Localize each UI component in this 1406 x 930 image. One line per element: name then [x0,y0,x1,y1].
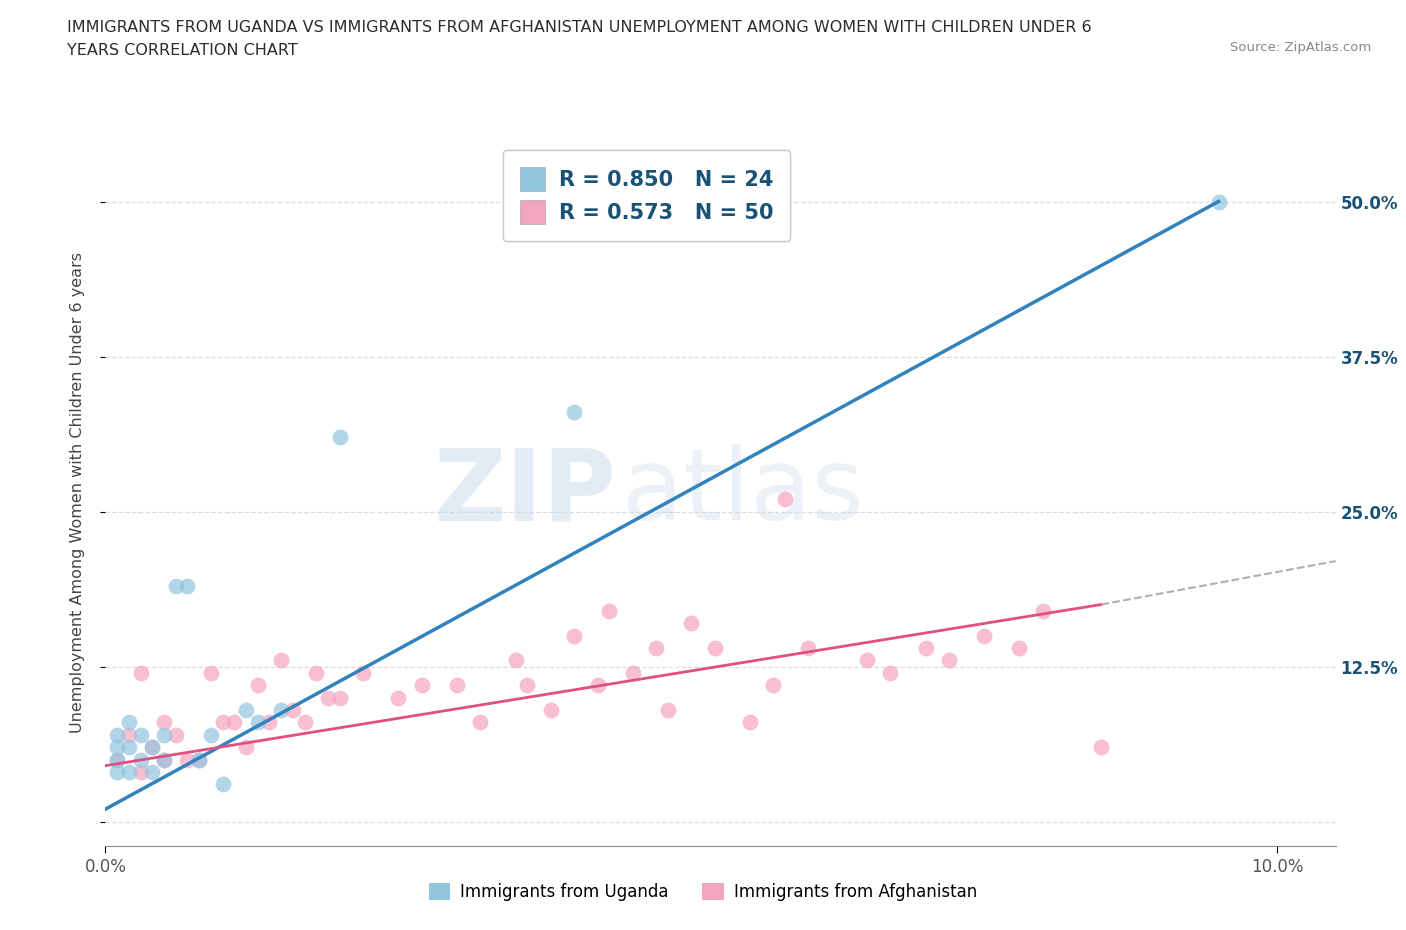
Point [446,678,468,693]
Point [973,628,995,643]
Point [1090,739,1112,754]
Point [657,702,679,717]
Point [118,764,141,779]
Point [246,715,269,730]
Point [505,653,527,668]
Point [118,739,141,754]
Point [703,641,725,656]
Point [200,727,222,742]
Point [129,764,152,779]
Point [129,727,152,742]
Point [294,715,316,730]
Y-axis label: Unemployment Among Women with Children Under 6 years: Unemployment Among Women with Children U… [70,252,84,734]
Point [165,727,187,742]
Point [153,752,176,767]
Point [176,578,198,593]
Point [153,727,176,742]
Text: ZIP: ZIP [433,445,616,541]
Point [762,678,785,693]
Point [411,678,433,693]
Point [305,665,328,680]
Point [387,690,409,705]
Point [153,752,176,767]
Point [211,715,233,730]
Point [129,752,152,767]
Point [1032,604,1054,618]
Point [211,777,233,791]
Point [105,752,128,767]
Point [129,665,152,680]
Point [281,702,304,717]
Point [773,492,796,507]
Point [176,752,198,767]
Point [938,653,960,668]
Point [270,702,292,717]
Point [141,739,163,754]
Point [562,628,585,643]
Point [200,665,222,680]
Point [621,665,644,680]
Point [879,665,901,680]
Point [516,678,538,693]
Point [738,715,761,730]
Point [540,702,562,717]
Point [270,653,292,668]
Point [316,690,339,705]
Point [105,739,128,754]
Point [797,641,820,656]
Point [235,739,257,754]
Point [224,715,246,730]
Legend: Immigrants from Uganda, Immigrants from Afghanistan: Immigrants from Uganda, Immigrants from … [422,876,984,908]
Legend: R = 0.850   N = 24, R = 0.573   N = 50: R = 0.850 N = 24, R = 0.573 N = 50 [503,150,790,241]
Point [141,739,163,754]
Point [1008,641,1031,656]
Point [105,752,128,767]
Point [188,752,211,767]
Point [645,641,668,656]
Point [259,715,281,730]
Point [586,678,609,693]
Point [352,665,374,680]
Point [105,764,128,779]
Point [470,715,492,730]
Point [329,430,352,445]
Point [329,690,352,705]
Point [856,653,879,668]
Point [1208,194,1230,209]
Point [562,405,585,419]
Point [105,727,128,742]
Point [165,578,187,593]
Point [914,641,936,656]
Point [118,715,141,730]
Point [188,752,211,767]
Text: IMMIGRANTS FROM UGANDA VS IMMIGRANTS FROM AFGHANISTAN UNEMPLOYMENT AMONG WOMEN W: IMMIGRANTS FROM UGANDA VS IMMIGRANTS FRO… [67,20,1092,35]
Text: YEARS CORRELATION CHART: YEARS CORRELATION CHART [67,43,298,58]
Point [681,616,703,631]
Point [598,604,620,618]
Text: atlas: atlas [621,445,863,541]
Point [118,727,141,742]
Point [235,702,257,717]
Point [141,764,163,779]
Point [246,678,269,693]
Point [153,715,176,730]
Text: Source: ZipAtlas.com: Source: ZipAtlas.com [1230,41,1371,54]
